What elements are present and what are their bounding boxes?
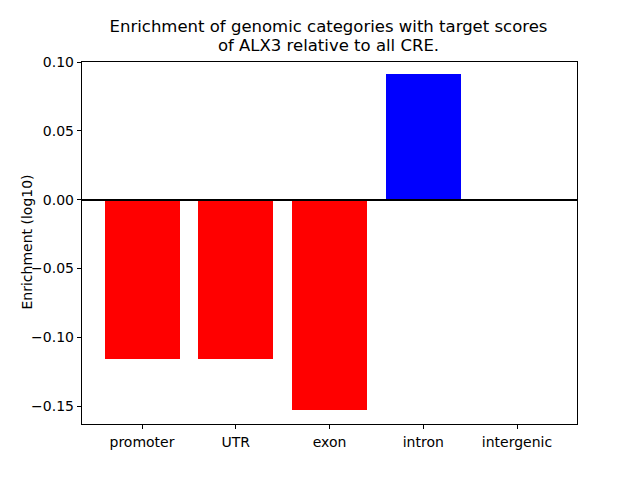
plot-area <box>81 61 578 425</box>
x-tick-mark <box>329 425 330 429</box>
y-tick-mark <box>77 337 81 338</box>
y-tick-label: −0.05 <box>31 260 74 276</box>
x-tick-mark <box>517 425 518 429</box>
chart-title-line-2: of ALX3 relative to all CRE. <box>81 36 576 55</box>
y-tick-label: −0.10 <box>31 329 74 345</box>
chart-title-line-1: Enrichment of genomic categories with ta… <box>81 17 576 36</box>
x-tick-mark <box>423 425 424 429</box>
y-tick-label: 0.05 <box>43 123 74 139</box>
x-tick-mark <box>235 425 236 429</box>
x-tick-label-UTR: UTR <box>221 434 250 450</box>
zero-line <box>82 199 577 201</box>
x-tick-mark <box>142 425 143 429</box>
bar-promoter <box>105 200 180 360</box>
y-axis-label: Enrichment (log10) <box>19 174 35 309</box>
bar-exon <box>292 200 367 411</box>
y-tick-mark <box>77 199 81 200</box>
x-tick-label-intron: intron <box>403 434 444 450</box>
x-tick-label-intergenic: intergenic <box>482 434 552 450</box>
y-tick-mark <box>77 406 81 407</box>
x-tick-label-promoter: promoter <box>110 434 175 450</box>
bar-intron <box>386 74 461 199</box>
y-tick-mark <box>77 130 81 131</box>
figure: Enrichment of genomic categories with ta… <box>0 0 640 480</box>
y-tick-mark <box>77 268 81 269</box>
chart-title: Enrichment of genomic categories with ta… <box>81 17 576 55</box>
y-tick-label: 0.00 <box>43 192 74 208</box>
y-tick-label: −0.15 <box>31 398 74 414</box>
bar-UTR <box>198 200 273 360</box>
y-tick-mark <box>77 62 81 63</box>
x-tick-label-exon: exon <box>313 434 347 450</box>
y-tick-label: 0.10 <box>43 54 74 70</box>
